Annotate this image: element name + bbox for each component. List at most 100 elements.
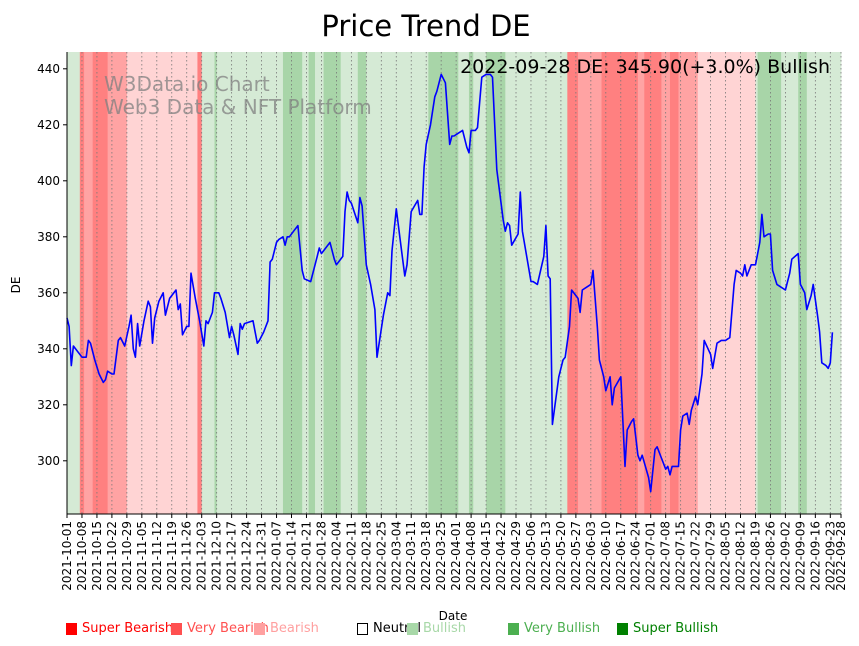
sentiment-band — [644, 52, 662, 514]
y-axis-ticks: 300 320 340 360 380 400 420 440 — [37, 62, 67, 468]
sentiment-band — [315, 52, 324, 514]
sentiment-band — [340, 52, 359, 514]
sentiment-band — [567, 52, 579, 514]
y-tick-label: 320 — [37, 398, 60, 412]
y-tick-label: 420 — [37, 118, 60, 132]
legend-swatch — [357, 622, 368, 635]
x-tick-label: 2022-04-08 — [464, 521, 478, 591]
legend-item-very-bearish: Very Bearish — [171, 621, 269, 636]
chart-title: Price Trend DE — [321, 9, 530, 43]
sentiment-band — [678, 52, 699, 514]
sentiment-band — [578, 52, 602, 514]
x-tick-label: 2022-06-24 — [629, 521, 643, 591]
legend-label: Super Bearish — [82, 621, 174, 636]
series-line-de — [66, 73, 834, 493]
x-tick-label: 2022-08-12 — [734, 521, 748, 591]
legend-item-bullish: Bullish — [407, 621, 466, 636]
y-tick-label: 380 — [37, 230, 60, 244]
x-axis-label: Date — [439, 609, 468, 623]
sentiment-band — [697, 52, 756, 514]
x-tick-label: 2021-11-05 — [135, 521, 149, 591]
series-group — [66, 73, 834, 493]
x-tick-label: 2021-10-15 — [90, 521, 104, 591]
sentiment-band — [302, 52, 310, 514]
x-tick-label: 2022-02-25 — [374, 521, 388, 591]
x-tick-label: 2022-05-27 — [569, 521, 583, 591]
x-tick-label: 2021-12-24 — [240, 521, 254, 591]
sentiment-band — [366, 52, 389, 514]
sentiment-band — [458, 52, 470, 514]
y-tick-label: 300 — [37, 454, 60, 468]
sentiment-band — [757, 52, 782, 514]
y-tick-label: 340 — [37, 342, 60, 356]
y-tick-label: 400 — [37, 174, 60, 188]
x-tick-label: 2021-12-17 — [225, 521, 239, 591]
x-tick-label: 2021-12-03 — [195, 521, 209, 591]
sentiment-band — [214, 52, 218, 514]
x-tick-label: 2022-03-18 — [419, 521, 433, 591]
x-tick-label: 2022-06-17 — [614, 521, 628, 591]
sentiment-band — [486, 52, 506, 514]
sentiment-band — [126, 52, 198, 514]
legend-item-super-bearish: Super Bearish — [66, 621, 173, 636]
x-tick-label: 2022-08-26 — [763, 521, 777, 591]
watermark-line-1: W3Data.io Chart — [104, 72, 270, 96]
sentiment-band — [323, 52, 342, 514]
x-axis-ticks: 2021-10-01 2021-10-08 2021-10-15 2021-10-22… — [60, 514, 848, 591]
sentiment-band — [473, 52, 487, 514]
sentiment-band — [282, 52, 299, 514]
x-tick-label: 2021-11-19 — [165, 521, 179, 591]
x-tick-label: 2021-11-26 — [180, 521, 194, 591]
x-tick-label: 2021-10-29 — [120, 521, 134, 591]
x-tick-label: 2022-07-01 — [644, 521, 658, 591]
legend-label: Very Bullish — [524, 621, 601, 636]
sentiment-band — [297, 52, 303, 514]
sentiment-band — [201, 52, 215, 514]
sentiment-band — [84, 52, 94, 514]
x-tick-label: 2021-12-31 — [255, 521, 269, 591]
x-tick-label: 2022-03-04 — [389, 521, 403, 591]
legend-label: Bearish — [270, 621, 319, 636]
watermark: W3Data.io Chart Web3 Data & NFT Platform — [104, 72, 372, 119]
legend: Super Bearish Very Bearish Bearish Neutral B… — [0, 621, 859, 639]
x-tick-label: 2022-09-09 — [793, 521, 807, 591]
sentiment-band — [755, 52, 759, 514]
sentiment-band — [79, 52, 85, 514]
x-tick-label: 2022-01-07 — [270, 521, 284, 591]
y-tick-label: 440 — [37, 62, 60, 76]
sentiment-band — [601, 52, 639, 514]
sentiment-band — [781, 52, 799, 514]
x-tick-label: 2022-05-13 — [539, 521, 553, 591]
x-tick-label: 2022-05-06 — [524, 521, 538, 591]
legend-swatch — [66, 622, 77, 635]
x-tick-label: 2021-10-01 — [60, 521, 74, 591]
latest-price-annotation: 2022-09-28 DE: 345.90(+3.0%) Bullish — [460, 56, 830, 78]
x-tick-label: 2022-09-02 — [778, 521, 792, 591]
sentiment-band — [107, 52, 128, 514]
sentiment-band — [637, 52, 645, 514]
x-tick-label: 2022-06-03 — [584, 521, 598, 591]
x-tick-label: 2022-01-28 — [314, 521, 328, 591]
x-tick-label: 2022-02-18 — [359, 521, 373, 591]
x-tick-label: 2022-06-10 — [599, 521, 613, 591]
x-tick-label: 2022-02-04 — [329, 521, 343, 591]
sentiment-band — [661, 52, 671, 514]
sentiment-band — [216, 52, 284, 514]
legend-swatch — [508, 622, 519, 635]
x-tick-label: 2022-07-29 — [704, 521, 718, 591]
x-tick-label: 2022-09-23 — [823, 521, 837, 591]
vertical-gridlines — [66, 52, 842, 514]
x-tick-label: 2022-04-15 — [479, 521, 493, 591]
legend-label: Bullish — [423, 621, 467, 636]
sentiment-band — [308, 52, 316, 514]
y-axis-label: DE — [9, 277, 23, 294]
y-tick-label: 360 — [37, 286, 60, 300]
x-tick-label: 2022-01-21 — [299, 521, 313, 591]
x-tick-label: 2022-05-20 — [554, 521, 568, 591]
sentiment-band — [468, 52, 474, 514]
x-tick-label: 2021-11-12 — [150, 521, 164, 591]
x-tick-label: 2021-10-08 — [75, 521, 89, 591]
x-tick-label: 2021-12-10 — [210, 521, 224, 591]
sentiment-band — [798, 52, 808, 514]
sentiment-band — [92, 52, 109, 514]
